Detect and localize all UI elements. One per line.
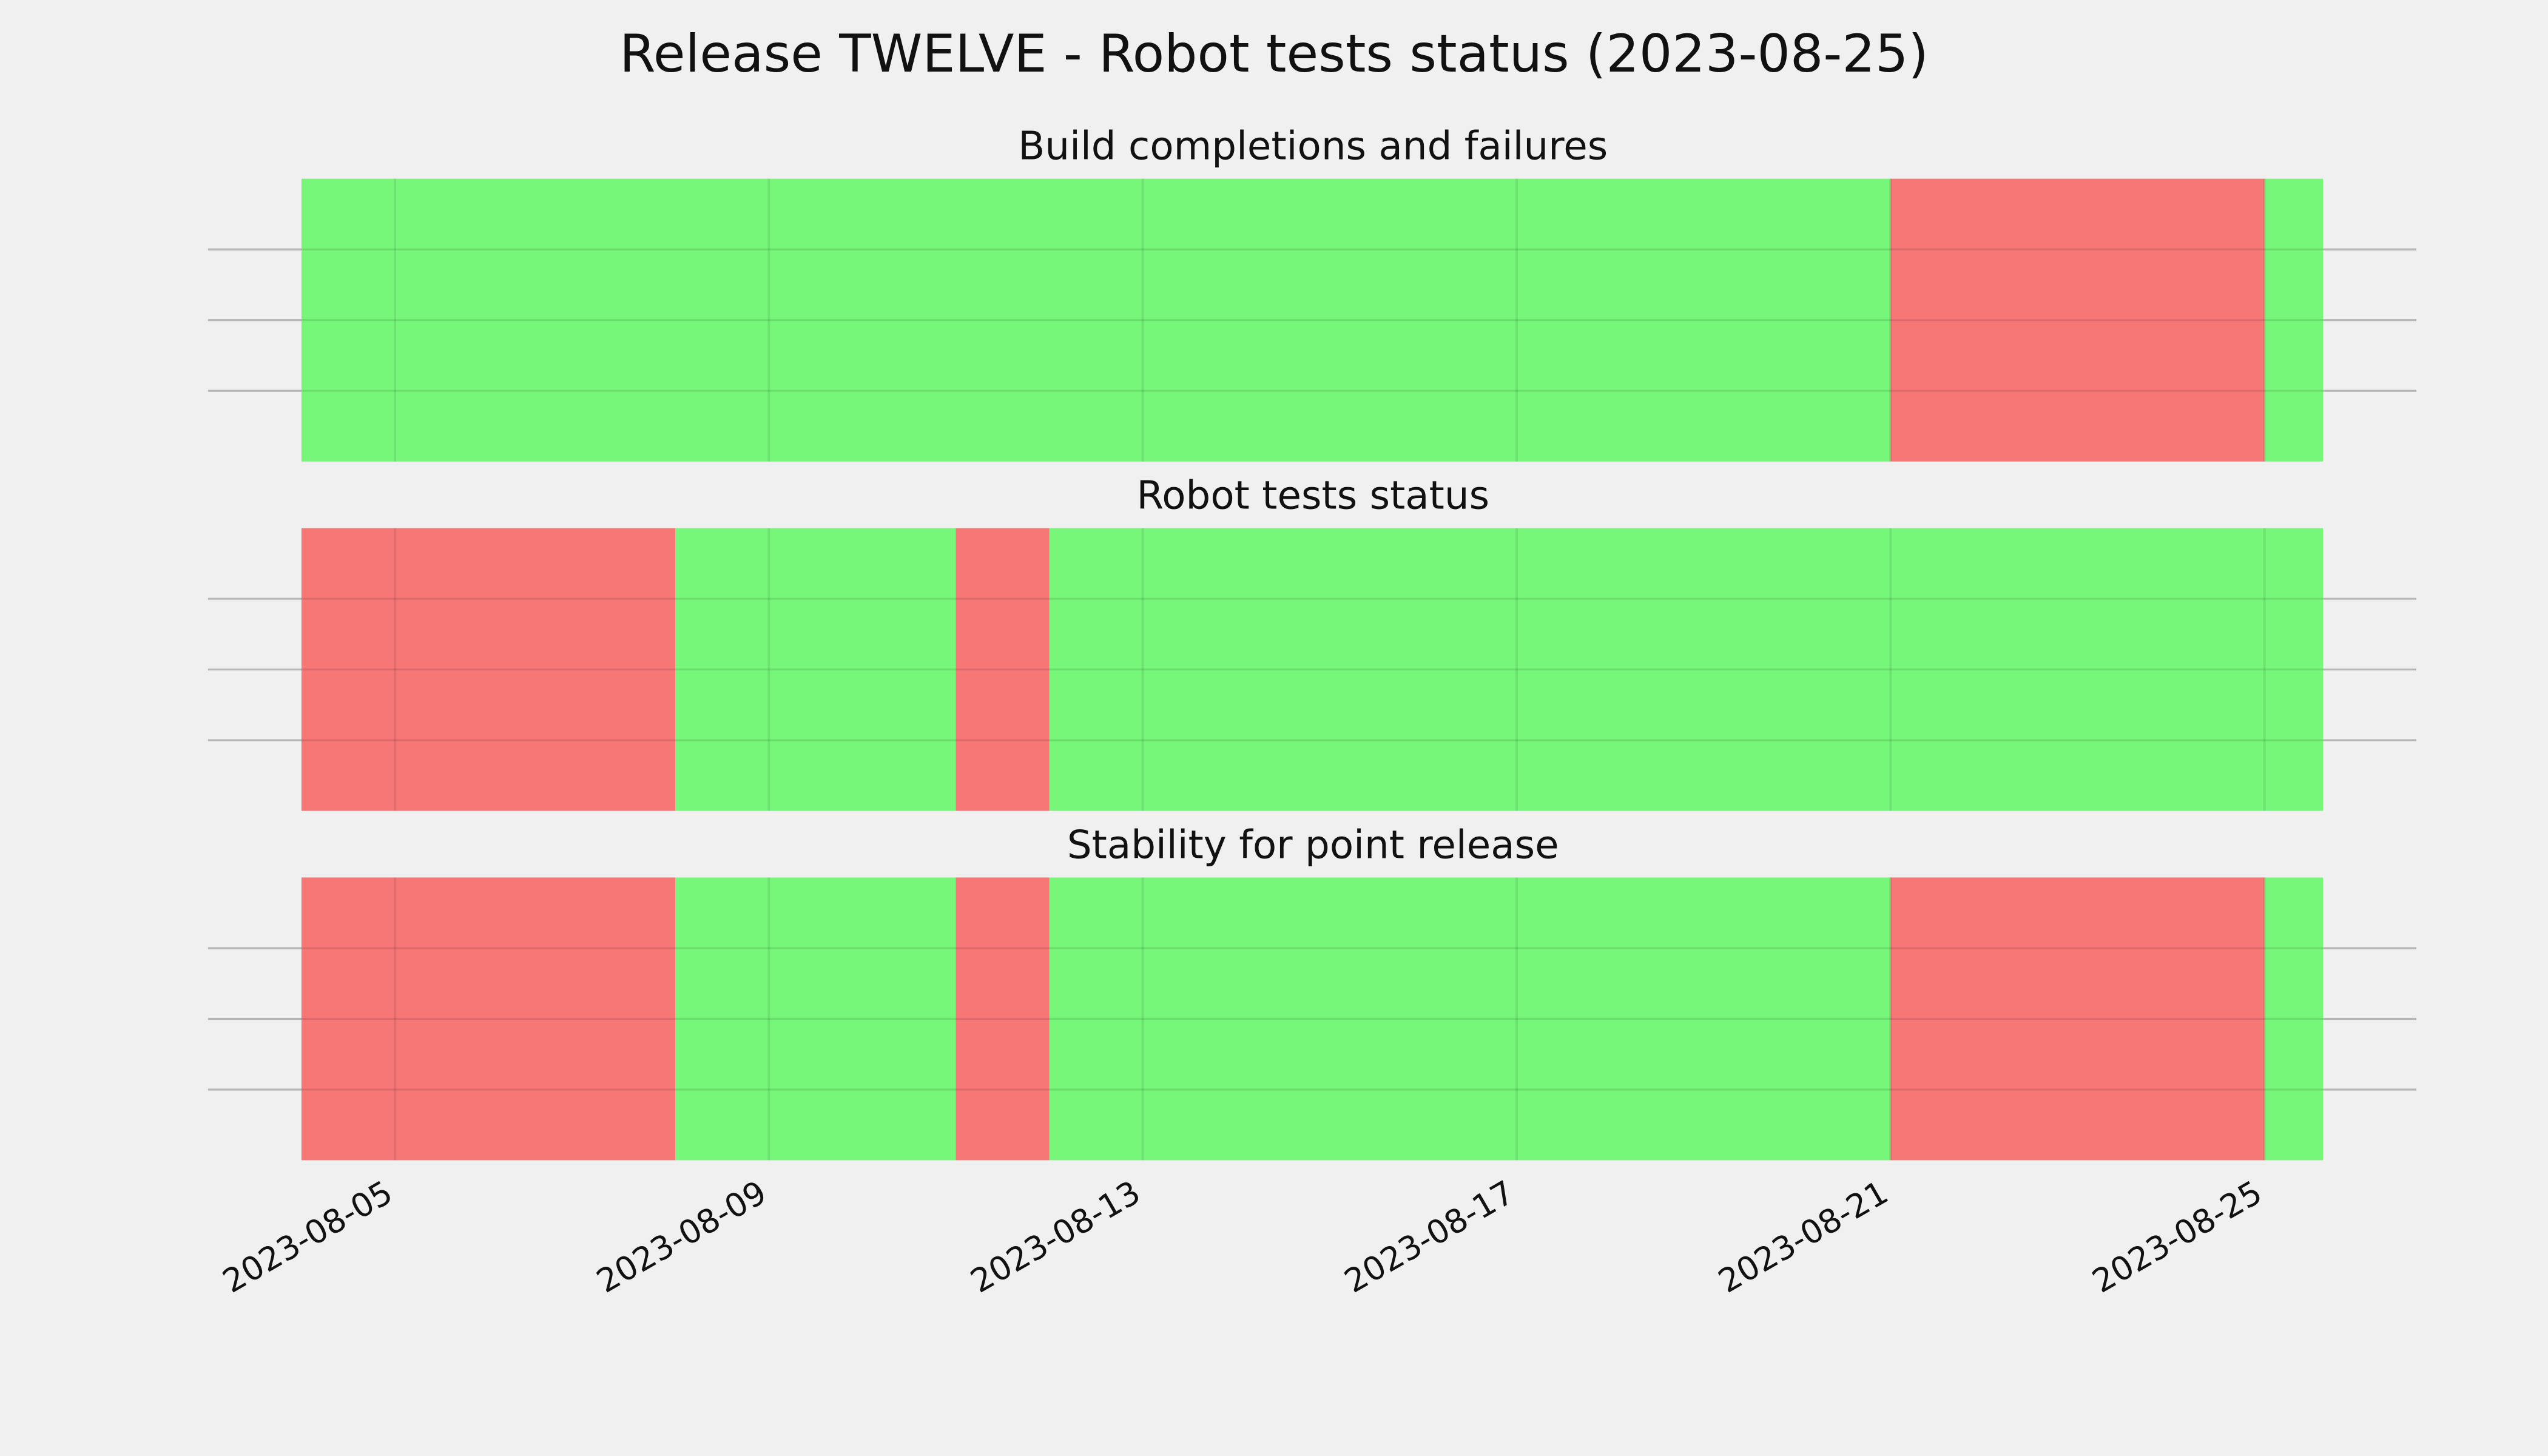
status-span: [1049, 877, 1891, 1161]
panel-title: Build completions and failures: [1018, 124, 1608, 169]
chart-title: Release TWELVE - Robot tests status (202…: [619, 24, 1929, 84]
status-span: [1890, 178, 2265, 462]
status-span: [956, 877, 1050, 1161]
status-span: [1890, 877, 2265, 1161]
panel-title: Stability for point release: [1067, 822, 1559, 868]
status-span: [956, 528, 1050, 811]
status-span: [2264, 877, 2323, 1161]
status-span: [2264, 178, 2323, 462]
status-span: [301, 178, 1891, 462]
status-span: [301, 877, 676, 1161]
status-span: [1049, 528, 2323, 811]
panel-title: Robot tests status: [1136, 473, 1489, 518]
status-span: [301, 528, 676, 811]
status-span: [675, 877, 956, 1161]
status-span: [675, 528, 956, 811]
